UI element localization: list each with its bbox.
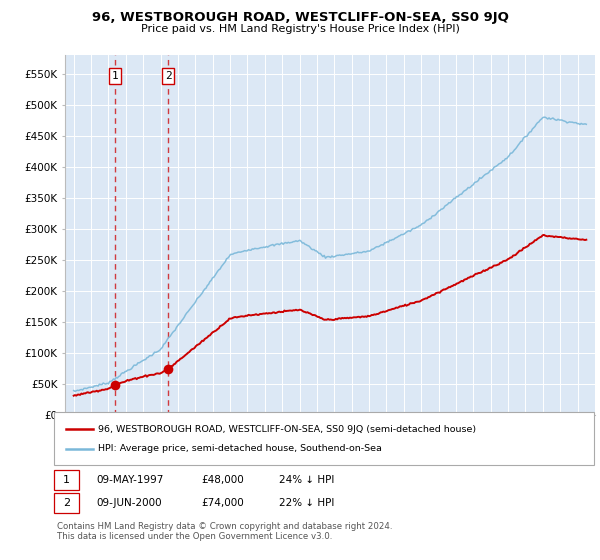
Text: Price paid vs. HM Land Registry's House Price Index (HPI): Price paid vs. HM Land Registry's House … — [140, 24, 460, 34]
Text: Contains HM Land Registry data © Crown copyright and database right 2024.
This d: Contains HM Land Registry data © Crown c… — [57, 522, 392, 542]
Text: 2: 2 — [165, 71, 172, 81]
Text: 1: 1 — [112, 71, 118, 81]
Text: £74,000: £74,000 — [201, 498, 244, 508]
Text: 96, WESTBOROUGH ROAD, WESTCLIFF-ON-SEA, SS0 9JQ: 96, WESTBOROUGH ROAD, WESTCLIFF-ON-SEA, … — [92, 11, 508, 24]
Text: 96, WESTBOROUGH ROAD, WESTCLIFF-ON-SEA, SS0 9JQ (semi-detached house): 96, WESTBOROUGH ROAD, WESTCLIFF-ON-SEA, … — [98, 424, 476, 433]
Text: 22% ↓ HPI: 22% ↓ HPI — [279, 498, 334, 508]
Text: £48,000: £48,000 — [201, 475, 244, 485]
Text: 24% ↓ HPI: 24% ↓ HPI — [279, 475, 334, 485]
Text: 09-JUN-2000: 09-JUN-2000 — [96, 498, 161, 508]
Text: 09-MAY-1997: 09-MAY-1997 — [96, 475, 163, 485]
Text: 2: 2 — [63, 498, 70, 508]
Text: 1: 1 — [63, 475, 70, 485]
Text: HPI: Average price, semi-detached house, Southend-on-Sea: HPI: Average price, semi-detached house,… — [98, 444, 382, 454]
